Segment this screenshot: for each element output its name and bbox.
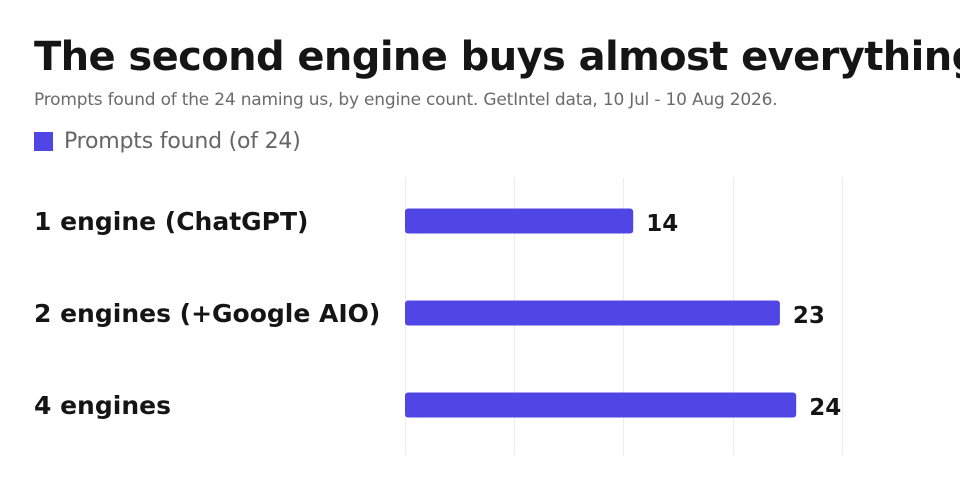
category-label: 2 engines (+Google AIO) — [34, 299, 380, 328]
legend-label: Prompts found (of 24) — [64, 129, 301, 154]
bar — [405, 392, 797, 418]
value-label: 24 — [809, 395, 841, 421]
bar — [405, 300, 780, 326]
bar — [405, 208, 634, 234]
value-label: 14 — [646, 211, 678, 237]
chart-subtitle: Prompts found of the 24 naming us, by en… — [34, 90, 778, 110]
category-label: 1 engine (ChatGPT) — [34, 207, 309, 236]
legend-swatch — [34, 132, 53, 151]
chart-title: The second engine buys almost everything — [34, 34, 960, 80]
category-label: 4 engines — [34, 391, 171, 420]
value-label: 23 — [793, 303, 825, 329]
legend: Prompts found (of 24) — [34, 129, 301, 154]
